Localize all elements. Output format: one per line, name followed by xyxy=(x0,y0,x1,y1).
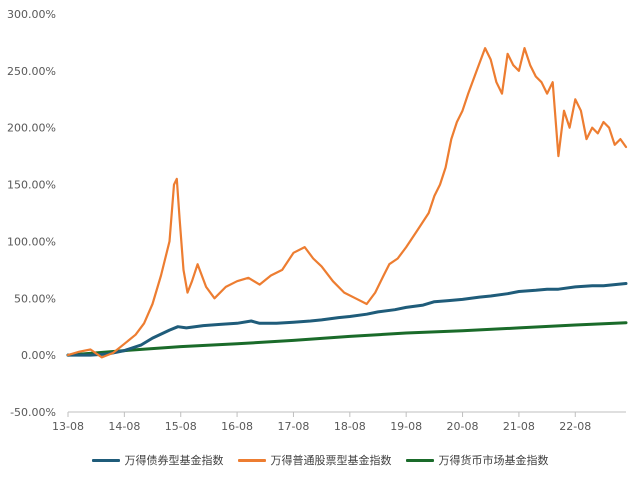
legend-swatch-money-market xyxy=(405,458,434,462)
legend-label-stock: 万得普通股票型基金指数 xyxy=(270,454,392,467)
y-tick-label: 100.00% xyxy=(7,235,56,248)
y-tick-label: 150.00% xyxy=(7,179,56,192)
y-tick-label: 300.00% xyxy=(7,8,56,21)
y-tick-label: -50.00% xyxy=(10,406,56,419)
y-tick-label: 250.00% xyxy=(7,65,56,78)
legend-item-stock: 万得普通股票型基金指数 xyxy=(237,452,392,468)
x-tick-label: 16-08 xyxy=(221,420,253,433)
legend-item-bond: 万得债券型基金指数 xyxy=(91,452,224,468)
legend-swatch-bond xyxy=(91,458,120,462)
x-tick-label: 13-08 xyxy=(52,420,84,433)
series-line-stock xyxy=(66,47,628,359)
legend-swatch-stock xyxy=(237,458,266,462)
x-tick-label: 19-08 xyxy=(390,420,422,433)
y-tick-label: 0.00% xyxy=(21,349,56,362)
x-tick-label: 15-08 xyxy=(165,420,197,433)
x-tick-label: 18-08 xyxy=(334,420,366,433)
legend-item-money-market: 万得货币市场基金指数 xyxy=(405,452,549,468)
x-tick-label: 22-08 xyxy=(559,420,591,433)
series-line-money-market xyxy=(66,321,628,357)
line-chart: -50.00% 0.00% 50.00% 100.00% 150.00% 200.00% 2… xyxy=(7,8,628,433)
x-tick-label: 14-08 xyxy=(108,420,140,433)
legend-label-bond: 万得债券型基金指数 xyxy=(124,454,224,467)
chart-legend: 万得债券型基金指数 万得普通股票型基金指数 万得货币市场基金指数 xyxy=(0,450,640,470)
legend-label-money-market: 万得货币市场基金指数 xyxy=(438,454,549,467)
x-tick-label: 21-08 xyxy=(503,420,535,433)
y-tick-label: 50.00% xyxy=(14,292,56,305)
y-tick-label: 200.00% xyxy=(7,122,56,135)
x-tick-label: 17-08 xyxy=(277,420,309,433)
series-line-bond xyxy=(66,282,628,357)
x-tick-label: 20-08 xyxy=(447,420,479,433)
